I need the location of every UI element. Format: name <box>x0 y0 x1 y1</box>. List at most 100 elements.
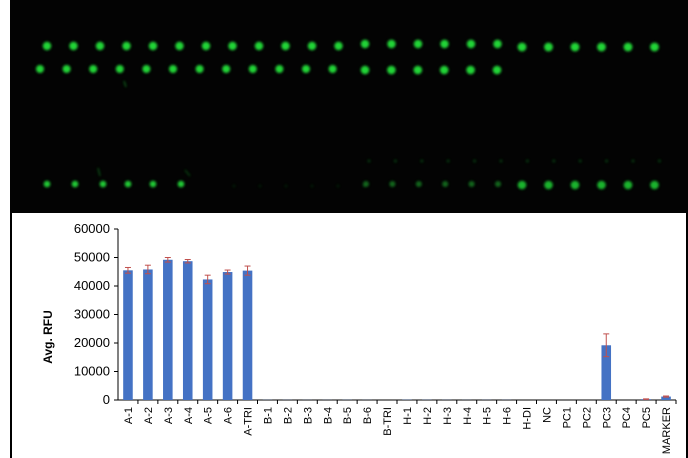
scan-spot <box>149 180 157 188</box>
scan-spot-faint <box>473 159 477 163</box>
bar-chart-panel: Avg. RFU 0 10000 20000 30000 40000 50000 60000… <box>10 213 688 458</box>
scan-spot <box>307 41 317 51</box>
y-tick-label: 40000 <box>74 278 110 293</box>
scan-spot-dim <box>389 181 396 187</box>
error-bar <box>224 269 231 275</box>
scan-spot-faint <box>631 159 635 163</box>
fluorescence-scan-image <box>10 0 688 213</box>
scan-spot <box>440 39 449 49</box>
scan-spot <box>169 65 177 73</box>
bar <box>222 272 233 400</box>
bar <box>601 345 612 400</box>
scan-spot-faint <box>605 159 609 163</box>
x-tick-label: H-6 <box>502 407 514 425</box>
scan-spot <box>248 65 257 73</box>
scan-spot <box>122 41 131 51</box>
x-tick-label: A-5 <box>203 407 215 424</box>
x-tick-label: PC2 <box>581 407 593 428</box>
scan-spot <box>623 180 633 190</box>
scan-spot <box>43 180 51 188</box>
x-tick-label: H-DI <box>522 407 534 430</box>
scan-spot <box>544 42 553 52</box>
y-tick-labels: 0 10000 20000 30000 40000 50000 60000 <box>74 221 118 407</box>
scan-spot <box>36 65 44 73</box>
bar <box>661 396 671 400</box>
scan-spot <box>597 42 606 52</box>
x-tick-label: H-5 <box>482 407 494 425</box>
chart-axes <box>117 229 676 401</box>
x-tick-label: B-4 <box>322 407 334 424</box>
x-tick-label: PC1 <box>561 407 573 428</box>
scan-spot <box>439 65 449 75</box>
scan-spot-dim <box>442 181 449 187</box>
scan-spot-faint <box>232 184 236 188</box>
x-tick-label: A-6 <box>223 407 235 424</box>
scan-spot <box>89 65 98 73</box>
scan-spot-dim <box>415 181 422 187</box>
scan-spot <box>650 180 659 190</box>
scan-spot <box>254 41 264 51</box>
scan-spot <box>570 180 580 190</box>
x-tick-label: A-TRI <box>243 407 255 436</box>
scan-spot-faint <box>499 159 503 163</box>
scan-spot <box>493 39 502 49</box>
scan-spot-dim <box>363 181 369 187</box>
error-bars <box>124 257 670 400</box>
y-tick-label: 30000 <box>74 307 110 322</box>
y-tick-label: 60000 <box>74 221 110 236</box>
y-tick-label: 0 <box>103 392 110 407</box>
error-bar <box>663 395 670 398</box>
scan-spot <box>201 41 211 51</box>
error-bar <box>144 264 151 275</box>
scan-spot <box>544 180 553 190</box>
error-bar <box>204 274 211 285</box>
error-bar <box>124 266 131 274</box>
y-tick-label: 10000 <box>74 364 110 379</box>
scan-spot-faint <box>284 184 288 188</box>
bar <box>123 270 133 400</box>
scan-spot <box>517 42 527 52</box>
error-bar <box>244 265 251 276</box>
x-tick-label: NC <box>541 407 553 423</box>
bar-chart: Avg. RFU 0 10000 20000 30000 40000 50000 60000… <box>41 221 677 454</box>
x-tick-label: A-2 <box>143 407 155 424</box>
scan-spot <box>175 41 184 51</box>
scan-spot <box>115 65 124 73</box>
y-tick-label: 50000 <box>74 250 110 265</box>
scan-spot <box>62 65 71 73</box>
x-tick-label: B-1 <box>262 407 274 424</box>
x-tick-label: B-5 <box>342 407 354 424</box>
scan-spot <box>71 180 79 188</box>
scan-spot <box>302 65 310 73</box>
scan-spot <box>413 65 423 75</box>
scan-spot <box>328 65 337 73</box>
x-tick-label: H-4 <box>462 407 474 425</box>
scan-spot-faint <box>258 184 262 188</box>
scan-spot-faint <box>446 159 450 163</box>
error-bar <box>164 257 171 263</box>
x-tick-label: H-2 <box>422 407 434 425</box>
scan-spot-dim <box>495 181 501 187</box>
scan-spot-faint <box>578 159 582 163</box>
scan-spot <box>650 42 659 52</box>
scan-spot <box>148 41 158 51</box>
x-tick-label: MARKER <box>661 407 673 454</box>
scan-spot <box>42 41 52 51</box>
error-bar <box>184 258 191 264</box>
scan-spot <box>517 180 527 190</box>
x-tick-label: A-4 <box>183 407 195 424</box>
scan-spot-faint <box>336 184 340 188</box>
scan-spot-faint <box>657 159 661 163</box>
scan-spot <box>177 180 185 188</box>
scan-spot <box>99 180 107 188</box>
scan-spot-faint <box>420 159 424 163</box>
scan-spot-faint <box>525 159 529 163</box>
error-bar <box>643 398 650 400</box>
scan-spot <box>466 39 476 49</box>
scan-spot <box>222 65 231 73</box>
x-tick-labels: A-1 A-2 A-3 A-4 A-5 A-6 A-TRI B-1 B-2 B-3 B-4 B-5 B-… <box>123 400 677 454</box>
x-tick-label: H-3 <box>442 407 454 425</box>
error-bar <box>603 333 610 358</box>
bars <box>123 259 671 400</box>
scan-spot <box>413 39 423 49</box>
